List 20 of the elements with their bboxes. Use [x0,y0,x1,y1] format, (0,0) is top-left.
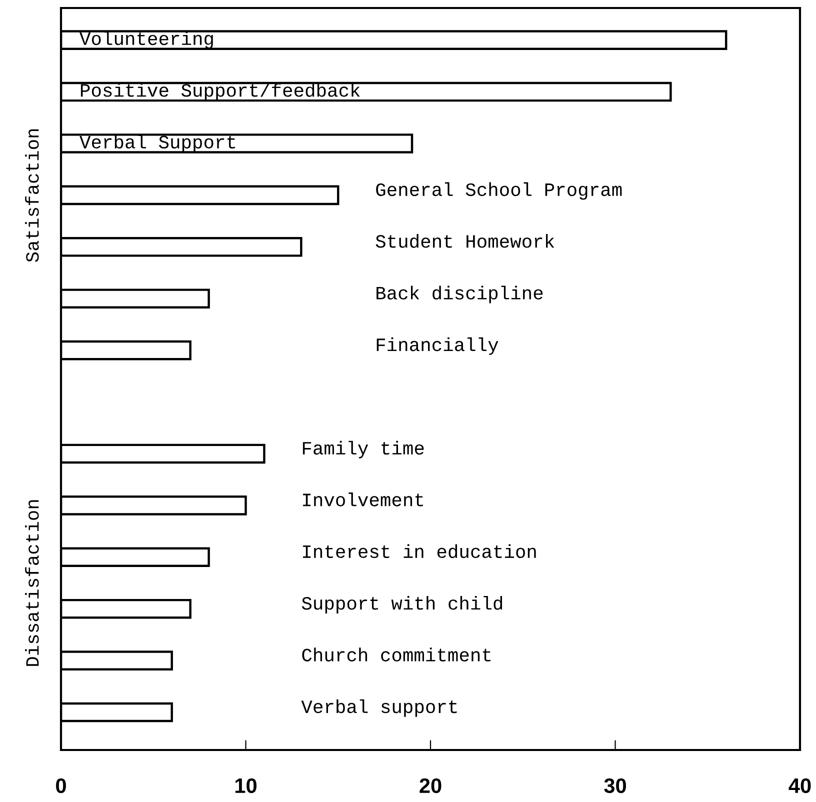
text: Satisfaction [25,129,39,262]
y-tick-label: Verbal support [301,699,457,717]
text: Dissatisfaction [25,500,39,666]
y-tick-label: Student Homework [376,234,554,248]
x-tick-label: 40 [788,778,811,794]
y-tick-label: Financially [376,337,498,355]
y-tick-label: Involvement [303,492,424,506]
y-tick-label: Support with child [302,596,502,614]
x-tick-label: 0 [56,778,66,794]
y-tick-label: Positive Support/feedback [80,83,360,101]
y-tick-label: Family time [302,440,424,458]
y-tick-label: Interest in education [303,544,536,558]
x-tick-label: 20 [420,778,442,794]
x-tick-label: 10 [235,778,256,794]
y-tick-label: Church commitment [302,648,491,662]
y-tick-label: Back discipline [376,286,543,304]
y-tick-label: Volunteering [80,31,213,49]
y-tick-label: General School Program [376,182,622,200]
x-tick-label: 30 [604,778,626,794]
y-tick-label: Verbal Support [80,134,236,152]
